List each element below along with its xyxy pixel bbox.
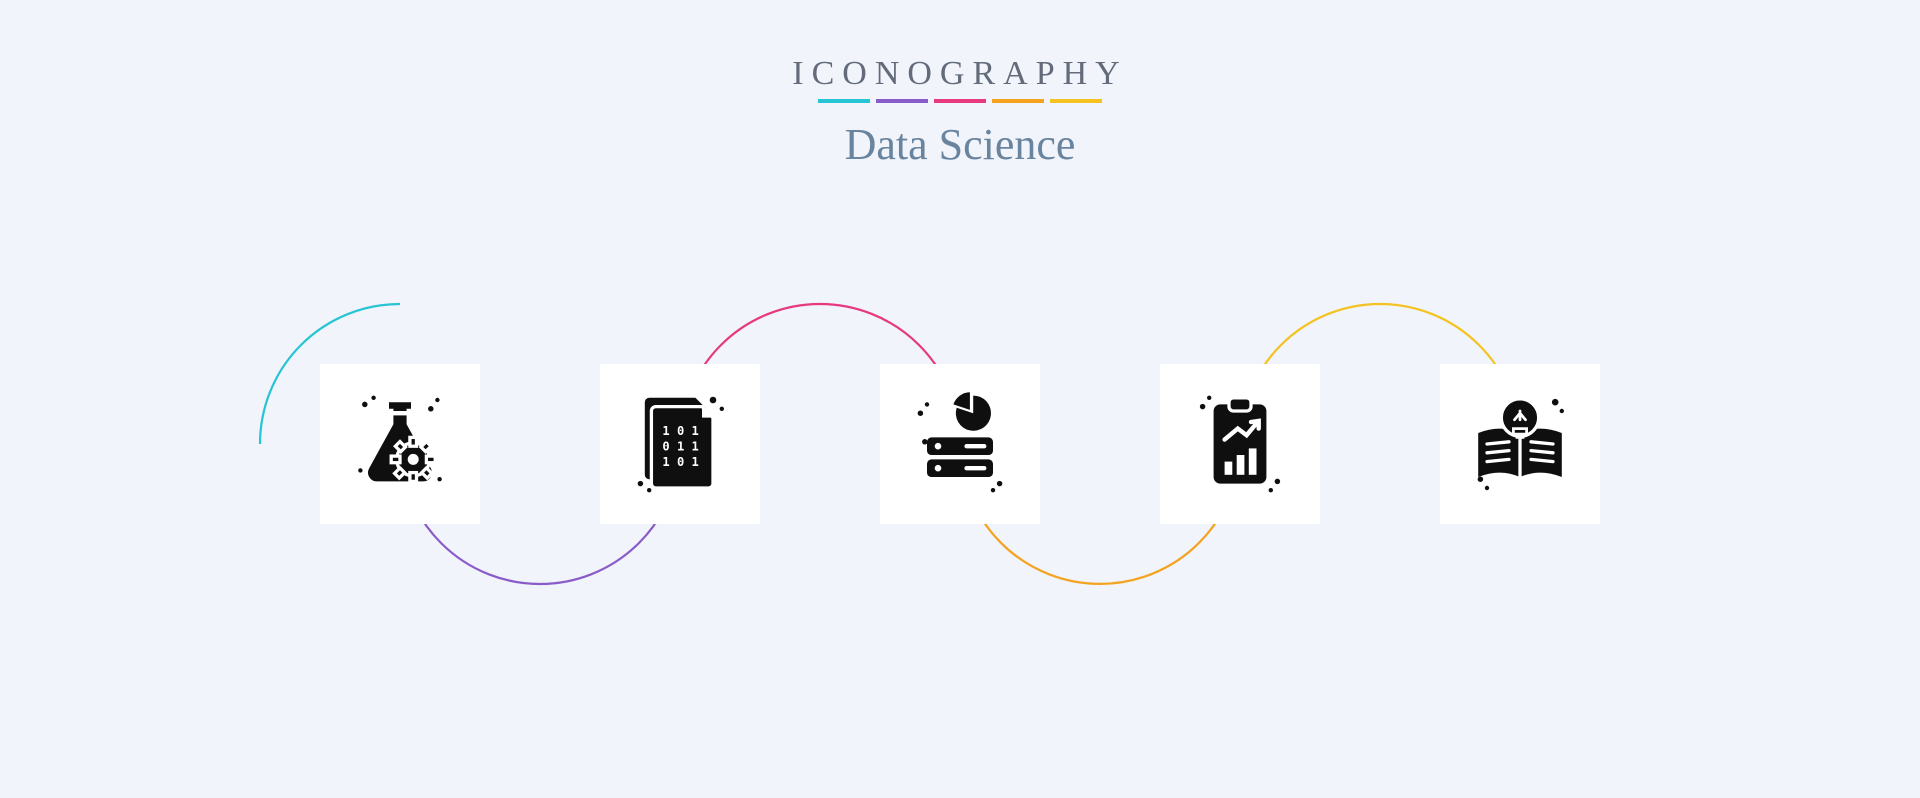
icon-tile [880, 364, 1040, 524]
icon-tile [1160, 364, 1320, 524]
server-pie-icon [905, 389, 1015, 499]
infographic-canvas: ICONOGRAPHY Data Science [0, 0, 1920, 798]
svg-text:1 0 1: 1 0 1 [662, 455, 698, 469]
icon-row: 1 0 1 0 1 1 1 0 1 [0, 364, 1920, 524]
binary-file-icon: 1 0 1 0 1 1 1 0 1 [625, 389, 735, 499]
icon-tile [1440, 364, 1600, 524]
color-underline [0, 99, 1920, 103]
flask-gear-icon [345, 389, 455, 499]
svg-text:1 0 1: 1 0 1 [662, 424, 698, 438]
set-title: Data Science [0, 119, 1920, 170]
brand-title: ICONOGRAPHY [0, 55, 1920, 93]
icon-tile [320, 364, 480, 524]
clipboard-chart-icon [1185, 389, 1295, 499]
header: ICONOGRAPHY Data Science [0, 55, 1920, 170]
icon-tile: 1 0 1 0 1 1 1 0 1 [600, 364, 760, 524]
svg-text:0 1 1: 0 1 1 [662, 440, 698, 454]
book-bulb-icon [1465, 389, 1575, 499]
